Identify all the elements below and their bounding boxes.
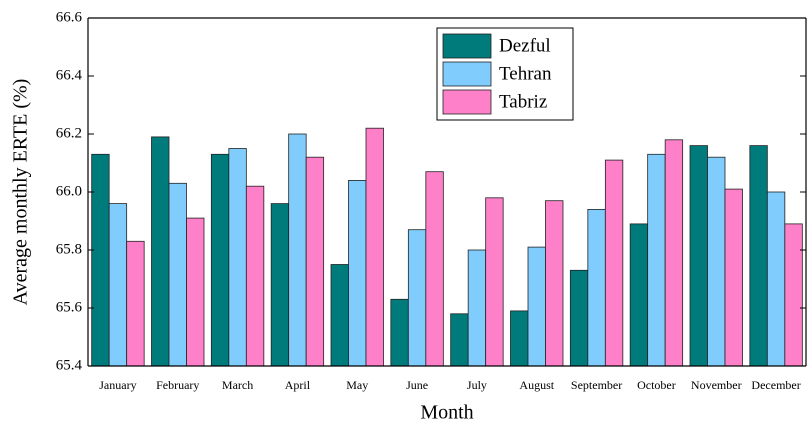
legend-swatch (442, 89, 492, 115)
y-tick-label: 66.4 (56, 67, 83, 83)
x-axis-title: Month (420, 402, 473, 424)
bar (151, 136, 170, 367)
bar (288, 133, 307, 367)
bar (569, 269, 589, 367)
bar (126, 240, 145, 367)
bar (766, 191, 786, 367)
y-tick-label: 65.8 (56, 241, 82, 257)
bar (210, 153, 230, 367)
x-tick-label: January (99, 378, 136, 392)
x-tick-label: April (285, 378, 311, 392)
bar (108, 203, 128, 367)
bar (348, 179, 367, 367)
legend-label: Tehran (499, 63, 552, 84)
y-tick-label: 65.6 (56, 299, 83, 315)
y-tick-label: 66.0 (56, 183, 82, 199)
bar (91, 153, 110, 367)
bar (425, 171, 444, 367)
x-tick-label: May (346, 378, 368, 392)
bar (330, 264, 349, 367)
bar (587, 208, 606, 367)
x-tick-label: November (691, 378, 742, 392)
bar (689, 145, 708, 367)
bar (510, 310, 529, 367)
x-tick-label: October (637, 378, 676, 392)
bar (664, 139, 684, 367)
bar (647, 153, 666, 367)
bar (467, 249, 487, 367)
x-tick-label: December (751, 378, 800, 392)
bar (450, 313, 469, 367)
x-tick-label: September (571, 378, 622, 392)
bar (707, 156, 726, 367)
y-tick-label: 66.6 (56, 9, 83, 25)
legend-label: Dezful (499, 35, 551, 56)
x-tick-label: March (222, 378, 253, 392)
y-axis-title: Average monthly ERTE (%) (10, 79, 32, 306)
bar (604, 159, 624, 367)
bar (390, 298, 409, 367)
bar (784, 223, 803, 367)
bar (527, 246, 546, 367)
bar (228, 148, 247, 367)
bar (245, 185, 265, 367)
bar (186, 217, 205, 367)
bar (305, 156, 325, 367)
x-tick-label: June (406, 378, 428, 392)
bar (545, 200, 564, 367)
x-tick-label: February (156, 378, 199, 392)
x-tick-label: July (467, 378, 487, 392)
legend-label: Tabriz (499, 91, 547, 112)
bar (485, 197, 504, 367)
bar (168, 182, 187, 367)
legend-swatch (442, 61, 492, 87)
bar (749, 145, 768, 367)
bar (365, 127, 384, 367)
bar (270, 203, 290, 367)
y-tick-label: 66.2 (56, 125, 82, 141)
legend-swatch (442, 33, 492, 59)
bar (629, 223, 649, 367)
y-tick-label: 65.4 (56, 357, 83, 373)
bar (407, 229, 427, 367)
bar (724, 188, 743, 367)
x-tick-label: August (519, 378, 554, 392)
